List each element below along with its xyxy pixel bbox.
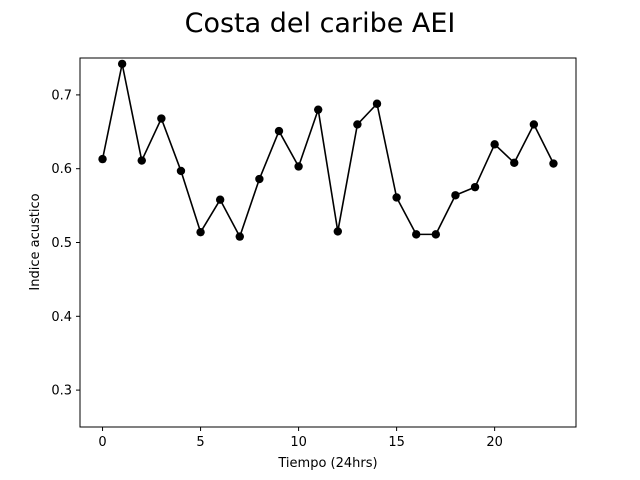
y-tick-label: 0.5 bbox=[51, 236, 72, 251]
y-axis-label: Indice acustico bbox=[28, 193, 43, 290]
x-tick-label: 0 bbox=[98, 435, 106, 450]
data-point bbox=[412, 230, 421, 239]
data-point bbox=[98, 154, 107, 164]
data-point bbox=[294, 162, 303, 171]
data-point bbox=[372, 99, 382, 108]
data-point bbox=[510, 158, 519, 167]
y-tick-label: 0.3 bbox=[51, 384, 72, 399]
data-point bbox=[255, 174, 264, 184]
data-point bbox=[431, 230, 441, 239]
data-point bbox=[196, 227, 205, 237]
data-point bbox=[274, 126, 284, 136]
x-tick-label: 20 bbox=[486, 435, 503, 450]
data-point bbox=[313, 105, 323, 114]
y-tick-label: 0.7 bbox=[51, 88, 72, 103]
data-point bbox=[235, 232, 244, 241]
data-point bbox=[549, 159, 558, 168]
x-tick-label: 10 bbox=[290, 435, 307, 450]
x-tick-label: 15 bbox=[388, 435, 405, 450]
y-tick-label: 0.6 bbox=[51, 162, 72, 177]
data-point bbox=[176, 166, 186, 176]
x-tick-label: 5 bbox=[196, 435, 204, 450]
x-axis-label: Tiempo (24hrs) bbox=[277, 456, 377, 471]
chart-title: Costa del caribe AEI bbox=[185, 8, 456, 39]
data-point bbox=[490, 140, 499, 149]
data-point bbox=[333, 227, 343, 236]
data-point bbox=[137, 156, 146, 165]
data-point bbox=[353, 120, 362, 129]
axes-frame bbox=[79, 57, 577, 428]
data-point bbox=[117, 59, 127, 69]
data-point bbox=[470, 182, 480, 192]
data-point bbox=[451, 191, 460, 200]
data-point bbox=[529, 120, 539, 129]
y-tick-label: 0.4 bbox=[51, 310, 72, 325]
data-point bbox=[215, 195, 225, 204]
data-point bbox=[157, 114, 166, 123]
plot-area: 0 5 10 15 20 0.3 0.4 0.5 0.6 0.7 bbox=[51, 57, 577, 450]
data-point bbox=[392, 193, 401, 202]
series-line bbox=[101, 63, 555, 238]
